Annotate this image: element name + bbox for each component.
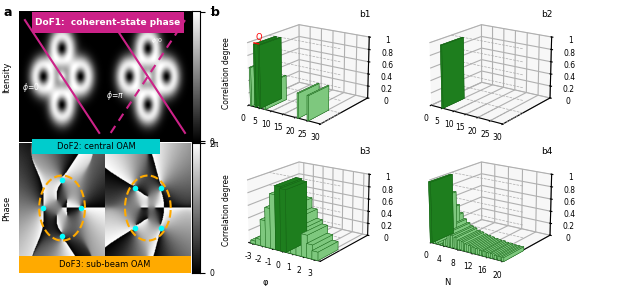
Text: $\phi$=0: $\phi$=0 [22,81,40,94]
X-axis label: n₀: n₀ [260,141,269,150]
Text: $\phi$|0: $\phi$|0 [150,36,163,45]
Text: Correlation degree: Correlation degree [222,37,231,109]
Text: $\phi$=$\pi$: $\phi$=$\pi$ [106,89,125,102]
Text: b: b [211,6,220,19]
Text: Phase: Phase [2,196,11,221]
Text: a: a [3,6,12,19]
Text: b4: b4 [541,147,553,156]
X-axis label: N: N [444,278,451,286]
Text: DoF3: sub-beam OAM: DoF3: sub-beam OAM [60,260,150,269]
Text: b2: b2 [541,10,553,19]
X-axis label: m₀: m₀ [442,141,453,150]
Text: b3: b3 [359,147,371,156]
Text: Correlation degree: Correlation degree [222,174,231,246]
Text: b1: b1 [359,10,371,19]
Text: Itensity: Itensity [2,61,11,93]
Text: DoF2: central OAM: DoF2: central OAM [56,142,136,151]
X-axis label: φ: φ [262,278,268,286]
Text: DoF1:  coherent-state phase: DoF1: coherent-state phase [35,18,180,27]
